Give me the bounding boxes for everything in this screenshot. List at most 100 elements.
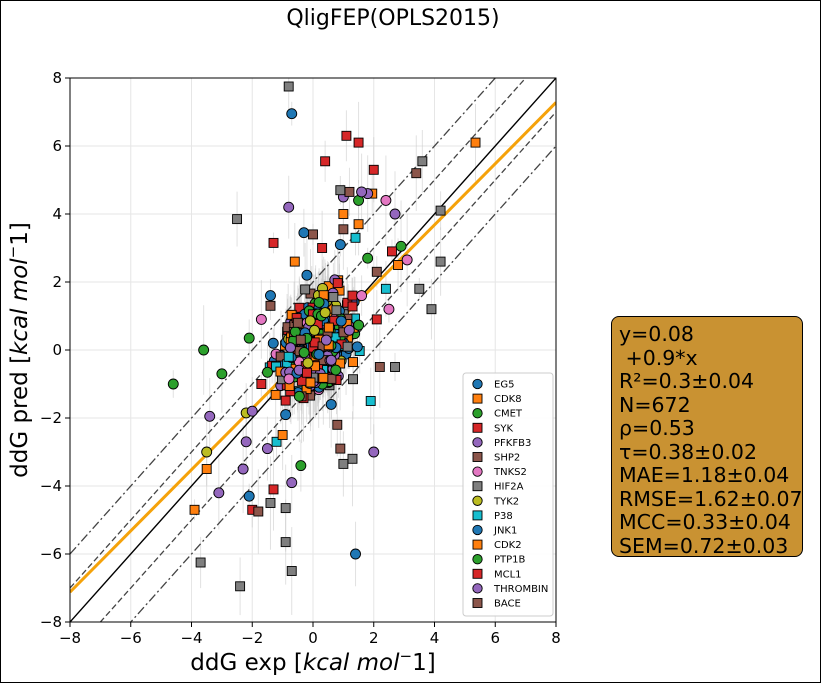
cluster-point (318, 372, 329, 383)
cluster-point (304, 315, 316, 327)
data-points (167, 81, 481, 592)
legend-marker-thrombin (472, 583, 483, 594)
legend-marker-mcl1 (472, 568, 483, 579)
cluster-point (328, 292, 339, 303)
data-point (338, 458, 349, 469)
data-point (317, 243, 328, 253)
legend-label-cdk8: CDK8 (494, 394, 522, 405)
legend-label-ptp1b: PTP1B (494, 555, 526, 566)
legend-label-tyk2: TYK2 (493, 496, 519, 507)
data-point (435, 205, 446, 216)
cluster-point (348, 357, 359, 368)
data-point (389, 208, 401, 220)
y-tick-label: −2 (40, 409, 62, 427)
data-point (426, 304, 437, 315)
cluster-point (298, 347, 310, 358)
cluster-point (347, 301, 358, 312)
cluster-point (332, 278, 343, 289)
data-point (213, 487, 225, 499)
data-point (277, 430, 288, 440)
data-point (256, 379, 267, 389)
data-point (283, 351, 294, 362)
cluster-point (283, 373, 295, 385)
data-point (286, 566, 297, 576)
legend-marker-cdk8 (472, 393, 483, 404)
x-axis-ticks: −8 −6 −4 −2 0 2 4 6 8 (59, 622, 561, 647)
legend-marker-hif2a (472, 481, 483, 492)
legend-marker-ptp1b (472, 554, 483, 565)
data-point (289, 256, 300, 267)
legend-label-mcl1: MCL1 (494, 569, 522, 580)
data-point (280, 537, 291, 548)
data-point (353, 137, 364, 148)
data-point (271, 436, 282, 447)
data-point (201, 464, 212, 474)
legend-marker-tyk2 (472, 495, 483, 506)
cluster-point (331, 305, 342, 316)
data-point (237, 463, 249, 475)
data-point (344, 186, 355, 197)
y-axis-label: ddG pred [kcal mol−1] (4, 222, 33, 478)
legend-label-tnks2: TNKS2 (493, 467, 527, 478)
legend-marker-eg5 (472, 378, 483, 390)
data-point (268, 237, 279, 248)
y-tick-label: 0 (52, 341, 62, 359)
legend-marker-p38 (472, 510, 483, 521)
data-point (268, 484, 279, 495)
y-tick-label: 2 (52, 273, 62, 291)
legend-label-thrombin: THROMBIN (493, 584, 548, 595)
stats-mae: MAE=1.18±0.04 (619, 463, 790, 487)
data-point (286, 477, 298, 489)
cluster-point (309, 324, 320, 336)
data-point (255, 313, 267, 325)
legend-marker-pfkfb3 (472, 437, 483, 448)
data-point (380, 194, 392, 206)
data-point (417, 156, 428, 167)
data-point (368, 164, 379, 175)
legend-label-syk: SYK (494, 423, 513, 434)
reference-line-offset-2 (70, 78, 497, 555)
cluster-point (348, 374, 358, 385)
data-point (387, 246, 397, 257)
cluster-point (293, 390, 305, 402)
legend-label-shp2: SHP2 (494, 453, 520, 464)
data-point (335, 443, 346, 454)
data-point (338, 224, 349, 235)
legend-marker-shp2 (472, 452, 483, 462)
legend-label-pfkfb3: PFKFB3 (494, 438, 531, 449)
data-point (189, 504, 200, 515)
data-point (371, 314, 382, 325)
legend-box (462, 372, 554, 617)
legend: EG5 CDK8 CMET SYK PFKFB3 SHP2 TNKS2 HIF2A TYK2 P3… (462, 372, 554, 617)
cluster-point (300, 284, 311, 295)
data-point (235, 581, 246, 592)
data-point (341, 130, 352, 141)
data-point (411, 168, 422, 179)
stats-mcc: MCC=0.33±0.04 (619, 510, 791, 534)
data-point (325, 398, 337, 410)
data-point (265, 498, 276, 508)
stats-fit-intercept: y=0.08 (619, 322, 694, 346)
chart-title: QligFEP(OPLS2015) (286, 6, 499, 31)
data-point (347, 453, 358, 464)
data-point (435, 256, 446, 267)
data-point (246, 405, 258, 417)
x-axis-label: ddG exp [kcal mol−1] (190, 647, 435, 676)
data-point (320, 156, 331, 167)
legend-items: EG5 CDK8 CMET SYK PFKFB3 SHP2 TNKS2 HIF2A TYK2 P3… (472, 378, 548, 610)
data-point (356, 186, 368, 198)
data-point (265, 290, 276, 302)
legend-marker-syk (472, 422, 483, 433)
data-point (350, 232, 361, 243)
x-tick-label: −8 (59, 629, 81, 647)
data-point (401, 254, 413, 266)
cluster-point (270, 389, 281, 400)
x-tick-label: 0 (308, 629, 318, 647)
data-point (286, 108, 298, 120)
y-tick-label: −6 (40, 545, 62, 563)
cluster-point (343, 324, 355, 336)
data-point (232, 214, 243, 225)
legend-label-jnk1: JNK1 (493, 526, 517, 537)
cluster-point (330, 364, 342, 376)
